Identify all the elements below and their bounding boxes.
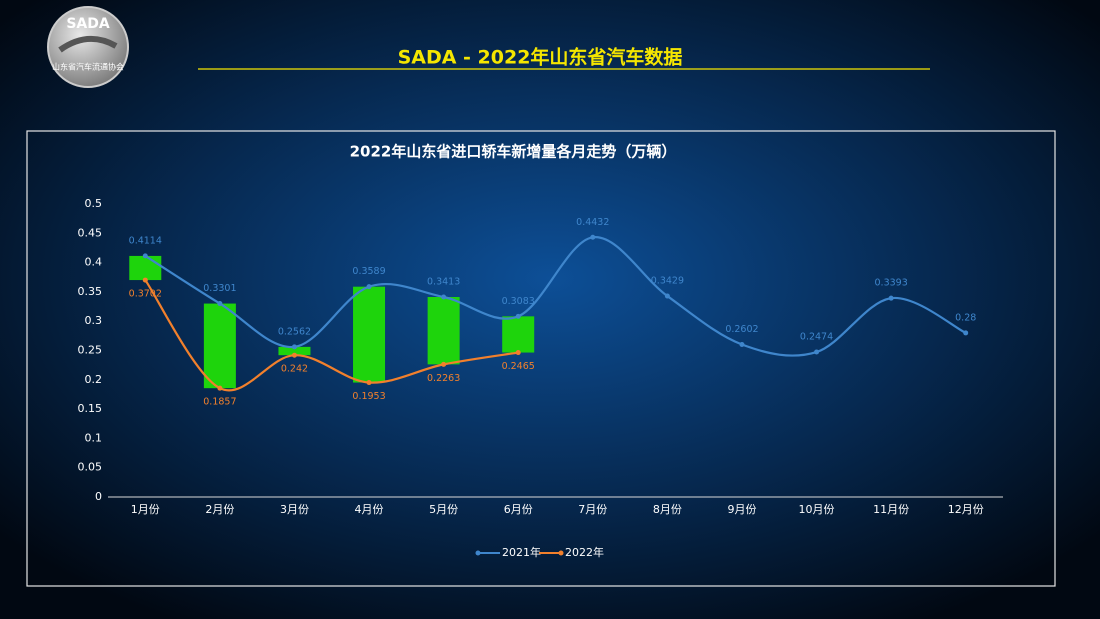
point <box>142 253 148 259</box>
data-label: 0.3589 <box>352 266 385 277</box>
legend-marker <box>558 550 564 556</box>
legend-label: 2021年 <box>502 545 541 559</box>
x-tick-label: 11月份 <box>873 503 909 516</box>
point <box>291 352 297 358</box>
point <box>590 234 596 240</box>
logo-swoosh <box>58 36 118 53</box>
data-label: 0.242 <box>281 364 308 375</box>
y-tick-label: 0.05 <box>78 461 103 474</box>
chart-frame <box>26 130 1056 587</box>
point <box>441 294 447 300</box>
point <box>888 295 894 301</box>
logo-org: 山东省汽车流通协会 <box>52 62 124 72</box>
data-label: 0.2562 <box>278 326 311 337</box>
y-tick-label: 0.45 <box>78 226 103 239</box>
x-tick-label: 8月份 <box>653 503 682 516</box>
x-tick-label: 7月份 <box>578 503 607 516</box>
series-line <box>144 236 967 357</box>
x-tick-label: 1月份 <box>131 503 160 516</box>
up-down-bar <box>129 255 162 281</box>
logo-name: SADA <box>66 16 110 32</box>
data-label: 0.3301 <box>203 283 236 294</box>
point <box>515 350 521 356</box>
up-down-bar <box>353 286 386 383</box>
data-label: 0.3083 <box>502 296 535 307</box>
up-down-bar <box>427 296 460 365</box>
data-label: 0.4114 <box>129 235 162 246</box>
data-label: 0.3702 <box>129 289 162 300</box>
point <box>217 301 223 307</box>
data-label: 0.28 <box>955 312 976 323</box>
data-label: 0.4432 <box>576 217 609 228</box>
point <box>814 349 820 355</box>
point <box>142 277 148 283</box>
point <box>739 342 745 348</box>
x-tick-label: 10月份 <box>799 503 835 516</box>
legend-label: 2022年 <box>565 545 604 559</box>
up-down-bar <box>203 303 236 389</box>
data-label: 0.2263 <box>427 373 460 384</box>
x-tick-label: 5月份 <box>429 503 458 516</box>
y-tick-label: 0.25 <box>78 344 103 357</box>
data-label: 0.3393 <box>875 278 908 289</box>
y-tick-label: 0.1 <box>85 431 103 444</box>
data-label: 0.2602 <box>725 324 758 335</box>
point <box>217 385 223 391</box>
point <box>441 361 447 367</box>
y-tick-label: 0.2 <box>85 373 103 386</box>
x-tick-label: 6月份 <box>504 503 533 516</box>
data-label: 0.3429 <box>651 276 684 287</box>
x-tick-label: 2月份 <box>205 503 234 516</box>
point <box>291 344 297 350</box>
x-tick-label: 12月份 <box>948 503 984 516</box>
logo <box>47 6 129 88</box>
data-label: 0.2474 <box>800 332 833 343</box>
up-down-bar <box>278 346 311 356</box>
data-label: 0.3413 <box>427 276 460 287</box>
y-tick-label: 0.4 <box>85 256 103 269</box>
y-tick-label: 0.35 <box>78 285 103 298</box>
legend-marker <box>475 550 481 556</box>
chart-title: 2022年山东省进口轿车新增量各月走势（万辆） <box>350 143 677 161</box>
data-label: 0.1953 <box>352 391 385 402</box>
data-label: 0.2465 <box>502 361 535 372</box>
x-tick-label: 3月份 <box>280 503 309 516</box>
y-tick-label: 0.3 <box>85 314 103 327</box>
point <box>366 380 372 386</box>
page-title: SADA - 2022年山东省汽车数据 <box>398 46 683 69</box>
point <box>664 293 670 299</box>
point <box>515 313 521 319</box>
y-tick-label: 0.5 <box>85 197 103 210</box>
point <box>366 284 372 290</box>
y-tick-label: 0 <box>95 490 102 503</box>
data-label: 0.1857 <box>203 397 236 408</box>
x-tick-label: 4月份 <box>355 503 384 516</box>
y-tick-label: 0.15 <box>78 402 103 415</box>
point <box>963 330 969 336</box>
x-tick-label: 9月份 <box>727 503 756 516</box>
up-down-bar <box>502 316 535 353</box>
